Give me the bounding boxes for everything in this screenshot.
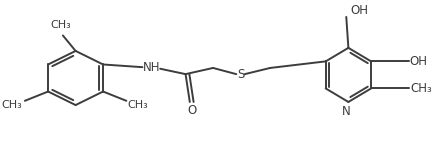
Text: CH₃: CH₃ (50, 20, 71, 30)
Text: S: S (236, 68, 243, 81)
Text: O: O (187, 104, 196, 117)
Text: N: N (341, 105, 350, 118)
Text: CH₃: CH₃ (1, 100, 22, 110)
Text: CH₃: CH₃ (409, 82, 431, 95)
Text: OH: OH (349, 4, 367, 17)
Text: OH: OH (408, 55, 427, 68)
Text: NH: NH (143, 61, 160, 74)
Text: CH₃: CH₃ (128, 100, 148, 110)
